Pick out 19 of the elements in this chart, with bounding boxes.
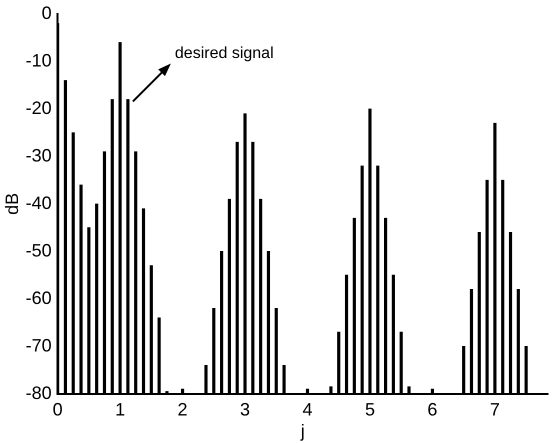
y-tick-label: -50 xyxy=(26,240,52,260)
x-tick-label: 2 xyxy=(178,400,188,420)
x-tick-label: 5 xyxy=(364,400,375,420)
y-tick-label: -40 xyxy=(26,192,52,213)
y-axis-title: dB xyxy=(2,192,22,215)
x-tick-label: 4 xyxy=(302,400,312,420)
y-tick-label: -20 xyxy=(26,98,52,118)
x-tick-label: 1 xyxy=(115,400,126,420)
annotation: desired signal xyxy=(174,44,274,62)
x-tick-label: 7 xyxy=(490,400,500,420)
x-tick-label: 3 xyxy=(240,400,250,420)
y-tick-label: 0 xyxy=(42,2,52,23)
x-tick-label: 6 xyxy=(427,400,438,420)
y-tick-label: -80 xyxy=(26,382,52,403)
y-tick-label: -60 xyxy=(26,288,52,308)
x-axis-title: j xyxy=(300,421,305,442)
y-tick-label: -30 xyxy=(26,145,52,166)
y-tick-label: -70 xyxy=(26,335,52,356)
y-tick-label: -10 xyxy=(26,50,52,70)
